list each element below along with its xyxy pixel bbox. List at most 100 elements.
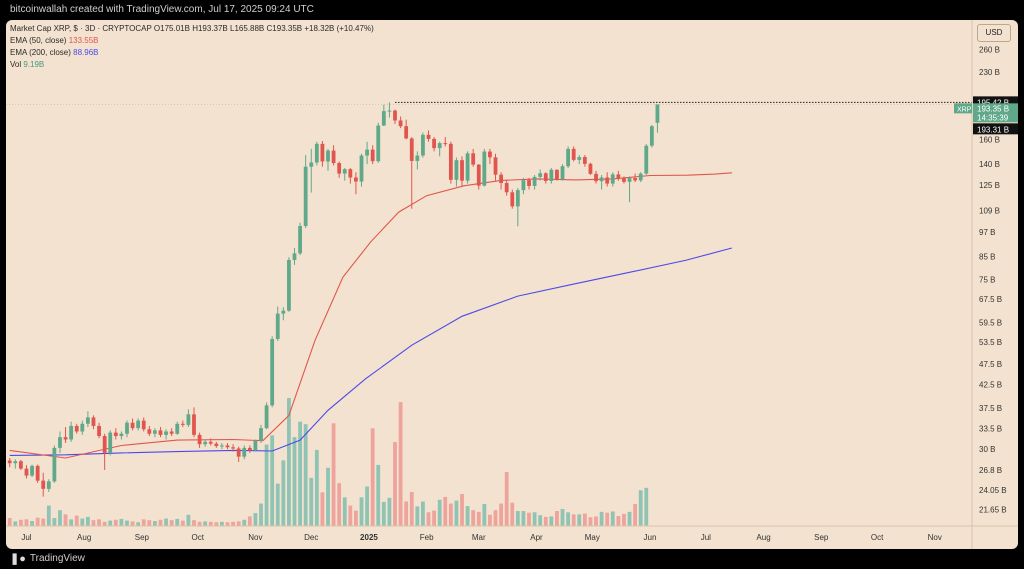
volume-bar bbox=[532, 512, 537, 526]
legend-ema50-value: 133.55B bbox=[68, 36, 99, 45]
candle-body bbox=[58, 437, 62, 448]
ath-price-tag: 195.42 B bbox=[977, 98, 1009, 107]
y-tick-label: 59.5 B bbox=[979, 318, 1002, 327]
candle-body bbox=[370, 149, 375, 162]
xrp-tag: XRP bbox=[957, 106, 972, 113]
current-price-tag: 193.35 B bbox=[977, 104, 1009, 113]
x-tick-label: Aug bbox=[77, 533, 91, 542]
price-chart[interactable]: 260 B 230 B 160 B 140 B 125 B 109 B 97 B 85 B 75… bbox=[6, 20, 1018, 549]
candle-body bbox=[74, 425, 79, 432]
legend-ema50-row[interactable]: EMA (50, close) 133.55B bbox=[10, 36, 99, 46]
volume-bar bbox=[404, 501, 409, 526]
candle-body bbox=[97, 425, 101, 437]
volume-bar bbox=[41, 518, 46, 526]
candle-body bbox=[605, 177, 610, 184]
candle-body bbox=[314, 143, 319, 163]
candle-body bbox=[527, 180, 531, 186]
candle-body bbox=[354, 177, 358, 182]
candle-body bbox=[24, 468, 29, 476]
volume-bar bbox=[58, 510, 62, 526]
volume-bar bbox=[203, 521, 208, 526]
legend-volume-row[interactable]: Vol 9.19B bbox=[10, 60, 44, 70]
y-tick-label: 125 B bbox=[979, 181, 1000, 190]
volume-bar bbox=[432, 510, 436, 526]
candle-body bbox=[555, 169, 559, 180]
candle-body bbox=[113, 432, 118, 437]
price-tags-layer: 195.42 B XRP 193.35 B14:35:39 193.31 B bbox=[954, 96, 1018, 135]
legend-vol-value: 9.19B bbox=[23, 60, 45, 69]
candle-body bbox=[510, 192, 515, 207]
volume-bar bbox=[102, 521, 107, 526]
volume-bar bbox=[471, 510, 476, 526]
volume-bar bbox=[292, 437, 297, 526]
volume-bar bbox=[63, 514, 68, 526]
volume-bar bbox=[24, 519, 29, 526]
y-tick-label: 33.5 B bbox=[979, 425, 1002, 434]
candle-body bbox=[275, 313, 280, 339]
candle-body bbox=[493, 157, 498, 175]
candle-body bbox=[337, 163, 342, 174]
volume-bar bbox=[331, 423, 336, 526]
candle-body bbox=[41, 480, 46, 489]
y-tick-label: 26.8 B bbox=[979, 466, 1002, 475]
volume-bar bbox=[354, 510, 358, 526]
candle-body bbox=[320, 143, 325, 162]
volume-bar bbox=[264, 444, 269, 526]
y-tick-label: 109 B bbox=[979, 206, 1000, 215]
ath-price-tag-bg bbox=[973, 96, 1018, 108]
candle-body bbox=[331, 150, 336, 164]
footer: ❚● TradingView bbox=[10, 552, 85, 566]
candle-body bbox=[644, 145, 649, 174]
candle-body bbox=[242, 447, 247, 457]
x-tick-label: 2025 bbox=[360, 533, 378, 542]
volume-bar bbox=[320, 492, 325, 526]
candle-body bbox=[119, 433, 124, 437]
volume-bar bbox=[437, 499, 442, 526]
candle-body bbox=[616, 174, 621, 179]
candle-body bbox=[404, 126, 409, 139]
volume-bar bbox=[398, 402, 403, 526]
legend-ema200-row[interactable]: EMA (200, close) 88.96B bbox=[10, 48, 99, 58]
candles-layer bbox=[7, 102, 660, 497]
x-tick-label: Jul bbox=[21, 533, 31, 542]
candle-body bbox=[108, 432, 113, 453]
volume-bar bbox=[337, 483, 342, 526]
y-tick-label: 53.5 B bbox=[979, 338, 1002, 347]
candle-body bbox=[421, 134, 425, 156]
volume-bar bbox=[30, 521, 34, 526]
candle-body bbox=[476, 164, 481, 186]
bid-price-tag-bg bbox=[973, 123, 1018, 135]
volume-bar bbox=[281, 460, 286, 526]
candle-body bbox=[538, 173, 543, 177]
chart-panel[interactable]: Market Cap XRP, $ · 3D · CRYPTOCAP O175.… bbox=[6, 20, 1018, 549]
volume-bar bbox=[275, 483, 280, 526]
candle-body bbox=[655, 104, 660, 123]
volume-bar bbox=[370, 428, 375, 526]
volume-bar bbox=[180, 520, 185, 526]
candle-body bbox=[488, 151, 492, 158]
legend-ema200-label: EMA (200, close) bbox=[10, 48, 71, 57]
candle-body bbox=[141, 420, 146, 430]
candle-body bbox=[69, 425, 74, 440]
candle-body bbox=[175, 423, 180, 434]
volume-bar bbox=[381, 501, 386, 526]
x-tick-label: May bbox=[585, 533, 600, 542]
candle-body bbox=[180, 423, 185, 425]
volume-bar bbox=[555, 511, 559, 526]
y-tick-label: 75 B bbox=[979, 276, 995, 285]
volume-bar bbox=[153, 521, 157, 526]
volume-bar bbox=[588, 517, 593, 526]
volume-bar bbox=[74, 515, 79, 526]
volume-bar bbox=[393, 442, 397, 526]
candle-body bbox=[649, 126, 654, 146]
currency-button[interactable]: USD bbox=[977, 24, 1011, 42]
candle-body bbox=[153, 430, 157, 434]
legend-vol-label: Vol bbox=[10, 60, 22, 69]
y-tick-label: 30 B bbox=[979, 445, 995, 454]
candle-body bbox=[387, 110, 392, 112]
candle-body bbox=[610, 174, 615, 184]
y-tick-label: 160 B bbox=[979, 135, 1000, 144]
candle-body bbox=[35, 465, 40, 481]
volume-bar bbox=[638, 490, 643, 526]
